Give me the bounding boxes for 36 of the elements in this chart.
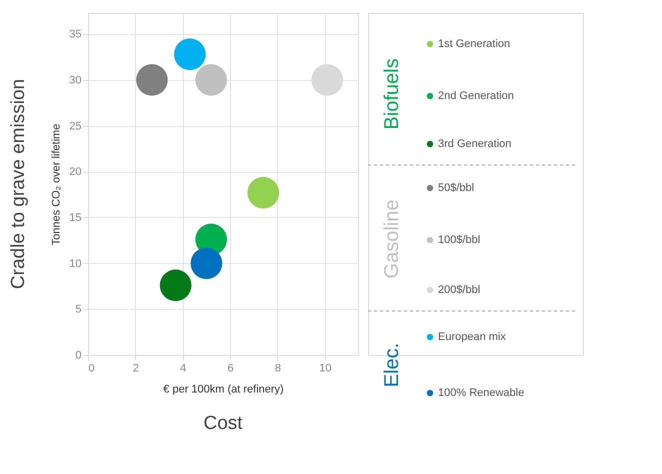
y-tick-label: 15 <box>69 212 82 224</box>
point <box>190 248 222 280</box>
x-tick-label: 2 <box>132 362 139 374</box>
legend-label: 50$/bbl <box>438 182 474 194</box>
y-tick-label: 25 <box>69 120 82 132</box>
text: Cradle to grave emission <box>8 78 29 290</box>
y-tick-label: 5 <box>75 304 82 316</box>
legend-label: 3rd Generation <box>438 138 512 150</box>
y-axis-title: Tonnes CO₂ over lifetime <box>50 124 62 246</box>
y-tick-label: 30 <box>69 74 82 86</box>
x-axis-title: € per 100km (at refinery) <box>163 384 284 396</box>
legend-label: European mix <box>438 331 506 343</box>
x-tick-label: 10 <box>319 362 332 374</box>
point <box>247 176 280 208</box>
text: Biofuels <box>381 58 403 130</box>
legend-label: 100% Renewable <box>438 387 524 399</box>
point <box>160 270 192 302</box>
x-tick-label: 8 <box>274 362 282 374</box>
text: Gasoline <box>381 200 403 278</box>
text: Cost <box>203 413 244 434</box>
point <box>174 38 206 70</box>
x-tick-label: 0 <box>88 362 95 374</box>
y-tick-label: 20 <box>69 166 82 178</box>
legend-label: 1st Generation <box>438 38 510 50</box>
legend-label: 200$/bbl <box>438 284 480 296</box>
point <box>195 64 227 96</box>
legend-label: 100$/bbl <box>438 234 480 246</box>
y-tick-label: 35 <box>69 28 82 41</box>
point <box>136 64 168 96</box>
point <box>311 64 344 96</box>
text: Elec. <box>381 342 403 388</box>
legend-label: 2nd Generation <box>438 90 514 102</box>
x-tick-label: 6 <box>228 362 234 374</box>
x-tick-label: 4 <box>180 362 186 374</box>
y-tick-label: 0 <box>75 350 82 362</box>
y-tick-label: 10 <box>69 258 82 270</box>
